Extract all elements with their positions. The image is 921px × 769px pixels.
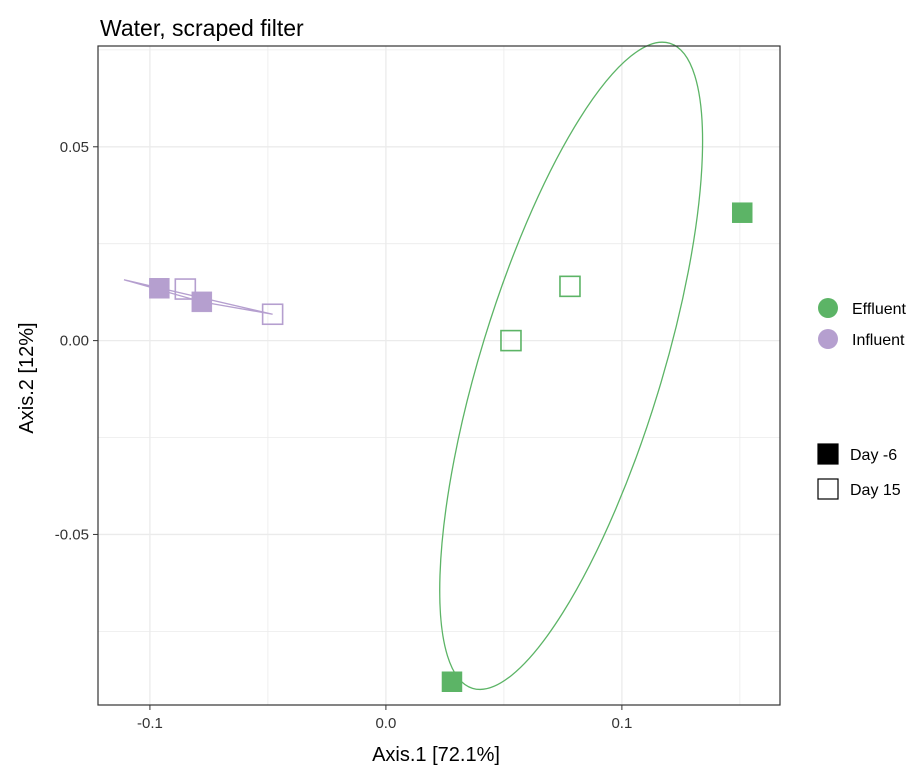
- color-legend: Effluent Influent: [818, 298, 907, 349]
- major-gridlines: [98, 46, 780, 705]
- effluent-day15-point: [500, 329, 522, 352]
- legend-label-day15: Day 15: [850, 482, 901, 499]
- panel-border: [97, 45, 781, 706]
- influent-day-minus6-point: [191, 291, 213, 313]
- y-axis-title: Axis.2 [12%]: [16, 322, 38, 433]
- legend-label-effluent: Effluent: [852, 301, 907, 318]
- x-tick-label: -0.1: [137, 715, 163, 732]
- chart-title: Water, scraped filter: [100, 15, 304, 41]
- effluent-day15-point: [559, 275, 581, 298]
- legend-key-effluent: [818, 298, 838, 318]
- x-axis-title: Axis.1 [72.1%]: [372, 744, 500, 766]
- influent-day15-point: [261, 303, 284, 326]
- plot-panel: [97, 41, 781, 706]
- y-axis-ticks: -0.05 0.00 0.05: [55, 139, 98, 543]
- legend-label-influent: Influent: [852, 332, 905, 349]
- x-tick-label: 0.0: [375, 715, 396, 732]
- y-tick-label: -0.05: [55, 526, 89, 543]
- data-points: [149, 202, 753, 692]
- legend-key-day-minus6: [817, 443, 839, 465]
- legend-label-day-minus6: Day -6: [850, 447, 897, 464]
- legend-key-day15: [817, 478, 839, 500]
- influent-day-minus6-point: [149, 278, 170, 299]
- influent-day15-point: [174, 278, 197, 300]
- y-tick-label: 0.05: [60, 139, 89, 156]
- panel-background: [98, 46, 780, 705]
- y-tick-label: 0.00: [60, 333, 89, 350]
- effluent-day-minus6-point: [441, 671, 463, 692]
- shape-legend: Day -6 Day 15: [817, 443, 901, 500]
- minor-gridlines: [98, 46, 780, 705]
- legend-key-influent: [818, 329, 838, 349]
- effluent-ellipse: [439, 41, 704, 691]
- x-tick-label: 0.1: [611, 715, 632, 732]
- x-axis-ticks: -0.1 0.0 0.1: [137, 705, 632, 732]
- effluent-day-minus6-point: [731, 202, 753, 223]
